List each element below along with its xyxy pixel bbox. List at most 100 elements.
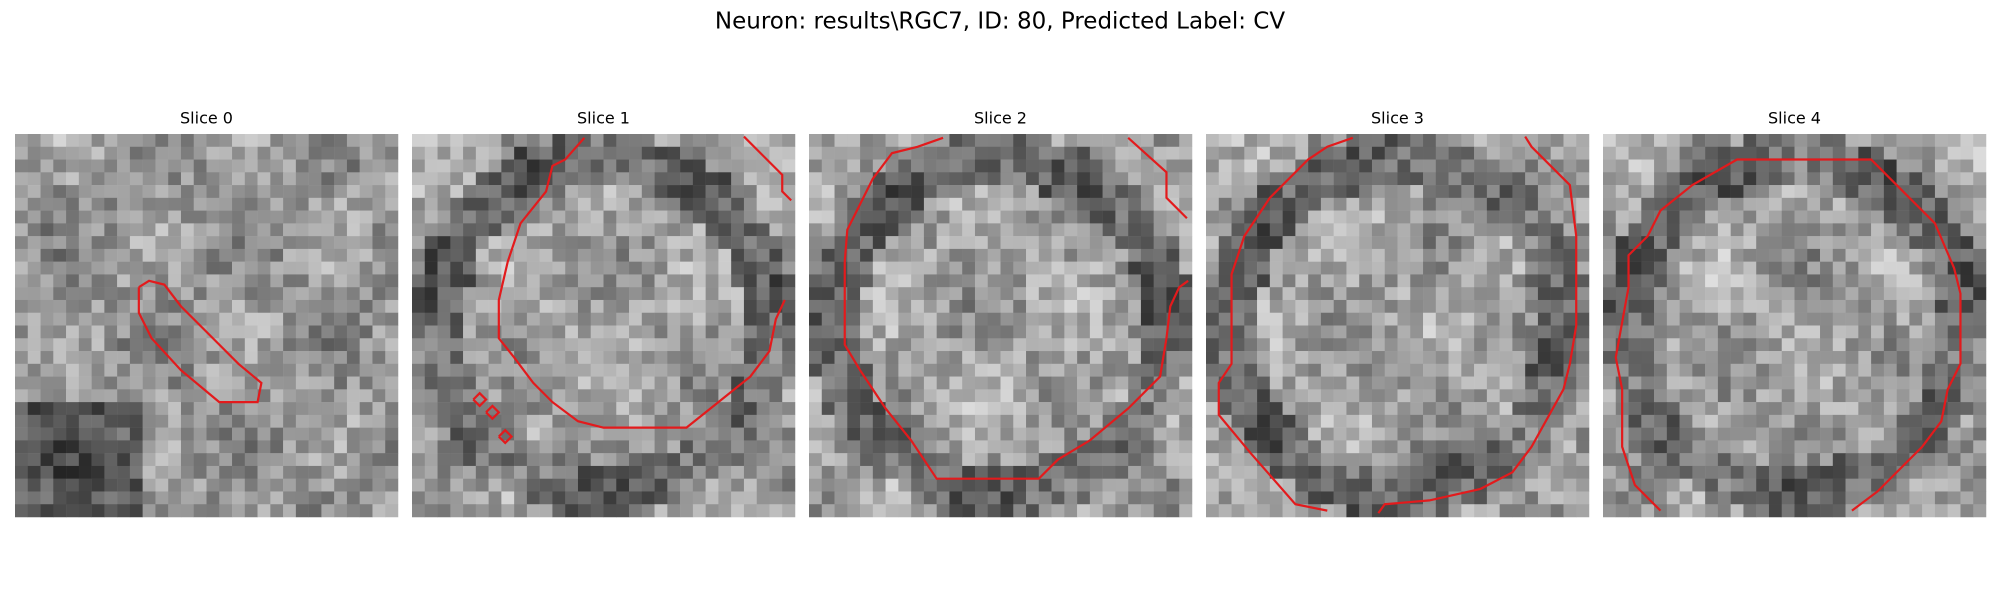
pixel: [1461, 465, 1475, 479]
pixel: [718, 146, 732, 160]
pixel: [1461, 414, 1475, 428]
pixel: [244, 172, 258, 186]
pixel: [1269, 376, 1283, 390]
pixel: [667, 197, 681, 211]
pixel: [1244, 299, 1258, 313]
pixel: [1435, 402, 1449, 416]
pixel: [334, 159, 348, 173]
pixel: [1525, 197, 1539, 211]
pixel: [1705, 287, 1719, 301]
pixel: [1077, 274, 1091, 288]
pixel: [731, 376, 745, 390]
pixel: [1628, 338, 1642, 352]
pixel: [539, 402, 553, 416]
pixel: [1333, 363, 1347, 377]
pixel: [27, 478, 41, 492]
pixel: [1883, 453, 1897, 467]
pixel: [437, 299, 451, 313]
pixel: [1576, 287, 1590, 301]
pixel: [923, 376, 937, 390]
pixel: [923, 325, 937, 339]
pixel: [232, 312, 246, 326]
pixel: [1615, 236, 1629, 250]
pixel: [346, 299, 360, 313]
pixel: [1333, 261, 1347, 275]
pixel: [1973, 312, 1987, 326]
pixel: [1346, 427, 1360, 441]
pixel: [949, 504, 963, 518]
pixel: [1140, 325, 1154, 339]
pixel: [1576, 414, 1590, 428]
pixel: [539, 440, 553, 454]
pixel: [1026, 261, 1040, 275]
pixel: [283, 261, 297, 275]
pixel: [155, 236, 169, 250]
pixel: [1871, 351, 1885, 365]
pixel: [219, 478, 233, 492]
pixel: [1410, 453, 1424, 467]
pixel: [1576, 465, 1590, 479]
pixel: [1781, 427, 1795, 441]
pixel: [180, 338, 194, 352]
pixel: [1295, 210, 1309, 224]
pixel: [1231, 478, 1245, 492]
pixel: [424, 478, 438, 492]
pixel: [911, 389, 925, 403]
pixel: [334, 389, 348, 403]
contour: [473, 393, 486, 406]
pixel: [1308, 172, 1322, 186]
pixel: [590, 351, 604, 365]
pixel: [1883, 465, 1897, 479]
pixel: [295, 389, 309, 403]
pixel: [1423, 274, 1437, 288]
pixel: [117, 261, 131, 275]
pixel: [1128, 134, 1142, 148]
pixel: [385, 414, 399, 428]
pixel: [1717, 261, 1731, 275]
pixel: [1128, 440, 1142, 454]
pixel: [1384, 504, 1398, 518]
pixel: [1474, 172, 1488, 186]
pixel: [1628, 159, 1642, 173]
pixel: [1666, 248, 1680, 262]
pixel: [1218, 134, 1232, 148]
pixel: [821, 351, 835, 365]
pixel: [1628, 440, 1642, 454]
pixel: [232, 338, 246, 352]
pixel: [514, 159, 528, 173]
pixel: [974, 210, 988, 224]
pixel: [1717, 172, 1731, 186]
pixel: [180, 274, 194, 288]
pixel: [40, 363, 54, 377]
pixel: [1064, 146, 1078, 160]
pixel: [1000, 248, 1014, 262]
pixel: [295, 402, 309, 416]
pixel: [1257, 172, 1271, 186]
pixel: [962, 427, 976, 441]
pixel: [1461, 402, 1475, 416]
pixel: [680, 351, 694, 365]
pixel: [334, 465, 348, 479]
pixel: [308, 478, 322, 492]
pixel: [295, 223, 309, 237]
pixel: [1064, 325, 1078, 339]
pixel: [1282, 312, 1296, 326]
pixel: [1051, 274, 1065, 288]
pixel: [1743, 491, 1757, 505]
pixel: [219, 427, 233, 441]
pixel: [1615, 159, 1629, 173]
pixel: [372, 287, 386, 301]
pixel: [372, 299, 386, 313]
pixel: [1038, 325, 1052, 339]
pixel: [885, 134, 899, 148]
pixel: [718, 159, 732, 173]
pixel: [501, 351, 515, 365]
pixel: [1486, 478, 1500, 492]
pixel: [1179, 453, 1193, 467]
pixel: [590, 478, 604, 492]
pixel: [641, 453, 655, 467]
pixel: [987, 312, 1001, 326]
pixel: [641, 248, 655, 262]
pixel: [552, 287, 566, 301]
pixel: [769, 134, 783, 148]
